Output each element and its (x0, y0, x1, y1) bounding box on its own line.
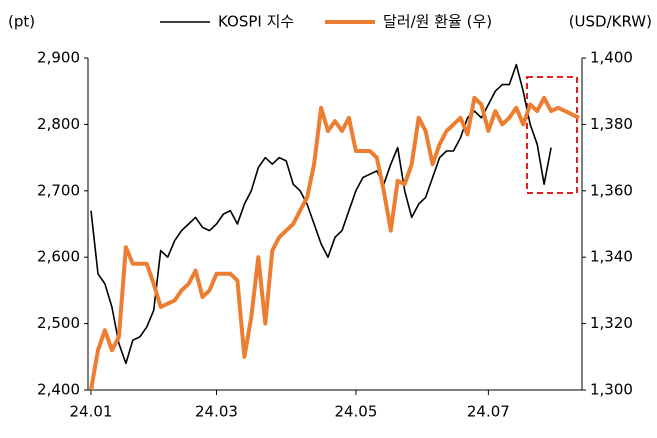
y-tick-label: 2,400 (37, 381, 80, 399)
x-tick-label: 24.03 (195, 403, 238, 421)
y2-tick-label: 1,380 (590, 115, 633, 133)
legend-label: 달러/원 환율 (우) (383, 13, 492, 31)
y2-tick-label: 1,360 (590, 181, 633, 199)
y2-tick-label: 1,400 (590, 49, 633, 67)
y-tick-label: 2,500 (37, 314, 80, 332)
x-tick-label: 24.01 (70, 403, 113, 421)
x-tick-label: 24.05 (334, 403, 377, 421)
y-tick-label: 2,900 (37, 49, 80, 67)
series-line (90, 63, 552, 365)
x-tick-label: 24.07 (467, 403, 510, 421)
y-axis-label: (pt) (8, 13, 35, 31)
y2-tick-label: 1,340 (590, 248, 633, 266)
y-tick-label: 2,800 (37, 115, 80, 133)
y2-axis-label: (USD/KRW) (569, 13, 652, 31)
y2-tick-label: 1,320 (590, 314, 633, 332)
y2-tick-label: 1,300 (590, 381, 633, 399)
legend-label: KOSPI 지수 (218, 13, 294, 31)
highlight-box (526, 76, 578, 194)
y-tick-label: 2,700 (37, 181, 80, 199)
series-line (89, 95, 580, 391)
y-tick-label: 2,600 (37, 248, 80, 266)
